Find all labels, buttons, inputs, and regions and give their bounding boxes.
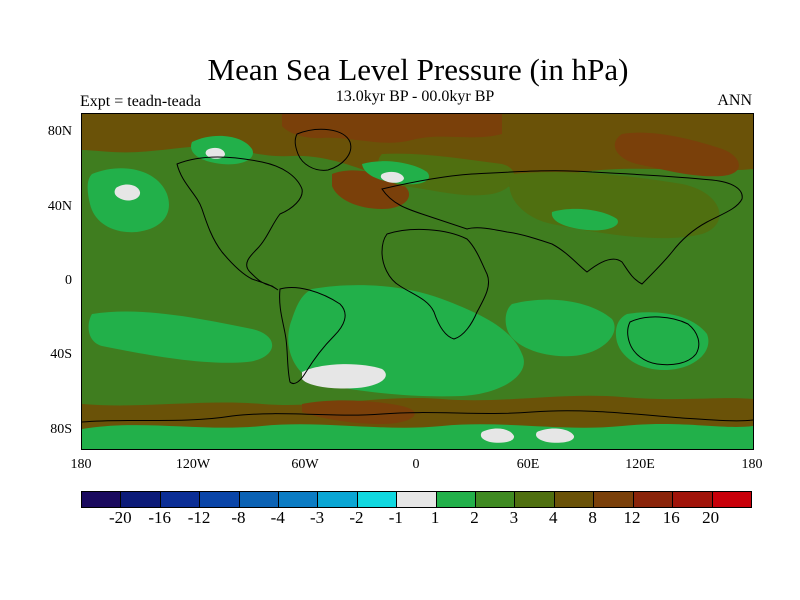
asia-darkbrown-patch — [614, 132, 739, 177]
antarctic-green-strip — [82, 424, 753, 449]
colorbar-tick-label: -3 — [310, 508, 325, 527]
lon-label-120w: 120W — [175, 457, 211, 472]
antarctica-outline — [82, 410, 753, 423]
colorbar-swatch — [515, 492, 555, 507]
lat-label-40n: 40N — [47, 199, 72, 214]
colorbar-swatch — [476, 492, 516, 507]
colorbar-swatch — [318, 492, 358, 507]
colorbar-swatch — [200, 492, 240, 507]
atlantic-white — [380, 171, 404, 183]
north-pacific-white — [114, 184, 141, 201]
colorbar-swatch — [594, 492, 634, 507]
antarctic-white-1 — [480, 428, 515, 443]
colorbar-tick-label: -16 — [148, 508, 172, 527]
eurasia-outline — [381, 170, 743, 285]
arctic-white — [205, 147, 225, 159]
north-america-outline — [176, 156, 303, 291]
map-subtitle: 13.0kyr BP - 00.0kyr BP — [335, 88, 495, 105]
lat-label-40s: 40S — [50, 347, 72, 362]
tibet-green — [551, 208, 618, 231]
colorbar-tick-label: -12 — [187, 508, 211, 527]
colorbar-swatch — [397, 492, 437, 507]
colorbar-tick-label: -20 — [109, 508, 132, 527]
lon-label-0: 0 — [412, 457, 420, 472]
colorbar-tick-label: 4 — [548, 508, 558, 527]
colorbar-tick-label: -1 — [388, 508, 403, 527]
colorbar-swatch — [633, 492, 674, 507]
colorbar-swatch — [436, 492, 477, 507]
colorbar-tick-label: 16 — [662, 508, 680, 527]
colorbar-swatch — [554, 492, 595, 507]
north-brown-band — [82, 114, 753, 188]
africa-outline — [381, 228, 490, 340]
colorbar — [81, 491, 752, 508]
europe-olive-area — [378, 153, 515, 196]
colorbar-swatch — [712, 492, 751, 507]
antarctic-white-2 — [536, 428, 575, 443]
lon-label-60e: 60E — [516, 457, 540, 472]
lon-label-180-left: 180 — [70, 457, 92, 472]
south-pacific-green — [88, 311, 273, 363]
australia-outline — [627, 316, 700, 366]
pressure-map — [81, 113, 754, 450]
lat-label-80n: 80N — [47, 124, 72, 139]
colorbar-tick-label: -4 — [270, 508, 285, 527]
season-label: ANN — [717, 92, 752, 109]
map-title: Mean Sea Level Pressure (in hPa) — [207, 52, 629, 87]
colorbar-swatch — [121, 492, 161, 507]
lon-label-180-right: 180 — [741, 457, 763, 472]
colorbar-tick-label: 1 — [430, 508, 440, 527]
experiment-label: Expt = teadn-teada — [80, 93, 201, 110]
lat-label-0: 0 — [65, 273, 72, 288]
coastlines — [82, 128, 753, 423]
north-darkbrown-patch — [282, 114, 502, 143]
colorbar-tick-label: -2 — [349, 508, 364, 527]
lon-label-120e: 120E — [625, 457, 655, 472]
colorbar-tick-label: 3 — [509, 508, 519, 527]
south-darkbrown-patch — [302, 400, 415, 424]
map-svg — [82, 114, 753, 449]
colorbar-swatch — [673, 492, 713, 507]
colorbar-swatch — [82, 492, 122, 507]
colorbar-swatch — [160, 492, 201, 507]
colorbar-tick-label: 12 — [623, 508, 641, 527]
lat-label-80s: 80S — [50, 422, 72, 437]
colorbar-tick-label: 20 — [702, 508, 720, 527]
colorbar-swatch — [279, 492, 319, 507]
colorbar-tick-label: 8 — [588, 508, 597, 527]
lon-label-60w: 60W — [291, 457, 319, 472]
greenland-outline — [294, 128, 352, 171]
indian-ocean-green — [505, 299, 615, 357]
south-america-outline — [279, 286, 346, 385]
colorbar-swatch — [357, 492, 398, 507]
colorbar-tick-label: 2 — [470, 508, 479, 527]
south-atlantic-white — [302, 364, 386, 389]
colorbar-tick-label: -8 — [231, 508, 246, 527]
colorbar-swatch — [239, 492, 280, 507]
